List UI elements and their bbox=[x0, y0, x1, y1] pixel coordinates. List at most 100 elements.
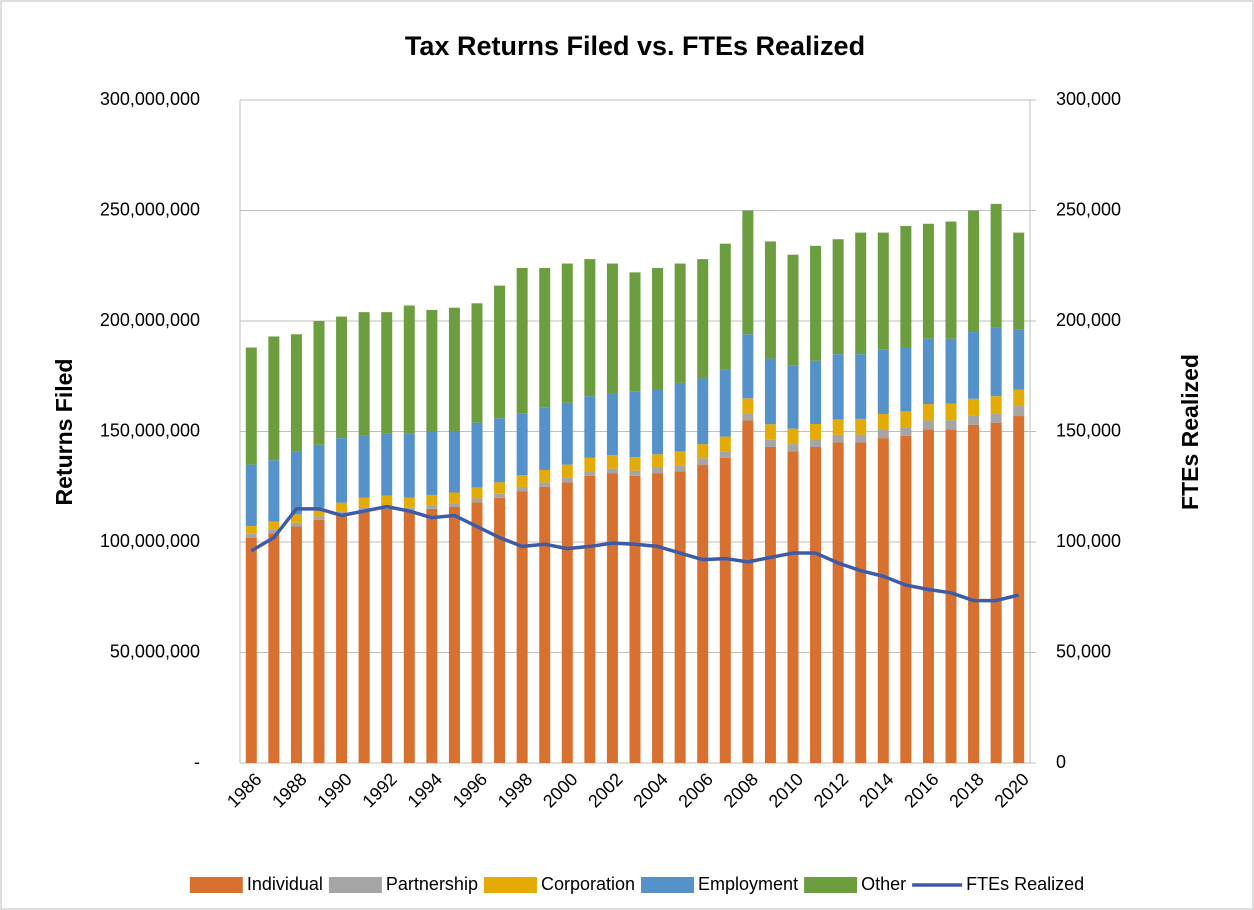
legend-label: Partnership bbox=[386, 874, 478, 894]
bar bbox=[561, 402, 573, 465]
bar bbox=[313, 507, 325, 517]
bar bbox=[539, 469, 551, 483]
bar bbox=[832, 239, 844, 355]
bar bbox=[561, 263, 573, 403]
bar bbox=[877, 232, 889, 350]
bar bbox=[448, 307, 460, 432]
bar bbox=[832, 354, 844, 420]
bar bbox=[787, 428, 799, 445]
bar bbox=[1013, 232, 1025, 330]
bar bbox=[922, 420, 934, 430]
bar bbox=[652, 389, 664, 455]
bar bbox=[674, 263, 686, 383]
bar bbox=[358, 312, 370, 436]
bar bbox=[494, 418, 506, 483]
bar bbox=[674, 471, 686, 763]
bar bbox=[719, 458, 731, 763]
legend-label: Corporation bbox=[541, 874, 635, 894]
bar bbox=[584, 259, 596, 397]
bar bbox=[787, 444, 799, 452]
bar bbox=[245, 533, 257, 538]
bar bbox=[448, 506, 460, 763]
bar bbox=[855, 232, 867, 355]
bar bbox=[968, 398, 980, 416]
y2-tick-label: 100,000 bbox=[1056, 531, 1121, 551]
bar bbox=[922, 429, 934, 763]
bar bbox=[381, 433, 393, 496]
bar bbox=[561, 464, 573, 478]
bar bbox=[606, 263, 618, 394]
bar bbox=[922, 404, 934, 421]
bar bbox=[900, 411, 912, 428]
bar bbox=[606, 393, 618, 456]
bar bbox=[268, 521, 280, 530]
bar bbox=[877, 414, 889, 430]
bar bbox=[697, 464, 709, 763]
bar bbox=[810, 245, 822, 361]
bar bbox=[584, 396, 596, 458]
bar bbox=[471, 498, 483, 503]
bar bbox=[968, 424, 980, 763]
chart-title: Tax Returns Filed vs. FTEs Realized bbox=[405, 31, 865, 61]
bar bbox=[336, 316, 348, 439]
bar bbox=[764, 241, 776, 359]
bar bbox=[945, 420, 957, 430]
bar bbox=[629, 475, 641, 763]
bar bbox=[358, 435, 370, 498]
bar bbox=[674, 465, 686, 472]
bar bbox=[313, 321, 325, 445]
bar bbox=[516, 413, 528, 476]
bar bbox=[381, 508, 393, 763]
bar bbox=[290, 334, 302, 452]
bar bbox=[426, 309, 438, 432]
bar bbox=[584, 457, 596, 472]
bar bbox=[516, 491, 528, 763]
bar bbox=[742, 420, 754, 763]
bar bbox=[403, 433, 415, 498]
bar bbox=[674, 382, 686, 452]
bar bbox=[764, 358, 776, 425]
bar bbox=[290, 522, 302, 527]
bar bbox=[1013, 329, 1025, 390]
bar bbox=[426, 505, 438, 509]
bar bbox=[1013, 406, 1025, 417]
y-tick-label: - bbox=[194, 752, 200, 772]
bar bbox=[516, 475, 528, 487]
bar bbox=[810, 423, 822, 440]
bar bbox=[561, 477, 573, 483]
bar bbox=[606, 468, 618, 474]
bar bbox=[471, 422, 483, 488]
bar bbox=[494, 493, 506, 498]
bar bbox=[674, 451, 686, 466]
y-tick-label: 250,000,000 bbox=[100, 199, 200, 219]
legend-label: FTEs Realized bbox=[966, 874, 1084, 894]
bar bbox=[697, 259, 709, 379]
y-tick-label: 300,000,000 bbox=[100, 89, 200, 109]
bar bbox=[268, 460, 280, 522]
bar bbox=[652, 454, 664, 468]
bar bbox=[403, 497, 415, 508]
bar bbox=[764, 439, 776, 447]
y2-tick-label: 250,000 bbox=[1056, 199, 1121, 219]
bar bbox=[697, 378, 709, 445]
bar bbox=[922, 223, 934, 339]
y-tick-label: 50,000,000 bbox=[110, 641, 200, 661]
bar bbox=[494, 285, 506, 419]
bar bbox=[245, 526, 257, 534]
bar bbox=[877, 349, 889, 415]
bar bbox=[629, 391, 641, 458]
bar bbox=[810, 439, 822, 447]
bar bbox=[832, 434, 844, 443]
bar bbox=[516, 486, 528, 492]
bar bbox=[877, 429, 889, 439]
bar bbox=[471, 502, 483, 763]
y-tick-label: 200,000,000 bbox=[100, 310, 200, 330]
bar bbox=[652, 473, 664, 763]
bar bbox=[245, 464, 257, 527]
bar bbox=[539, 407, 551, 470]
bar bbox=[877, 438, 889, 763]
bar bbox=[719, 243, 731, 370]
bar bbox=[990, 327, 1002, 397]
